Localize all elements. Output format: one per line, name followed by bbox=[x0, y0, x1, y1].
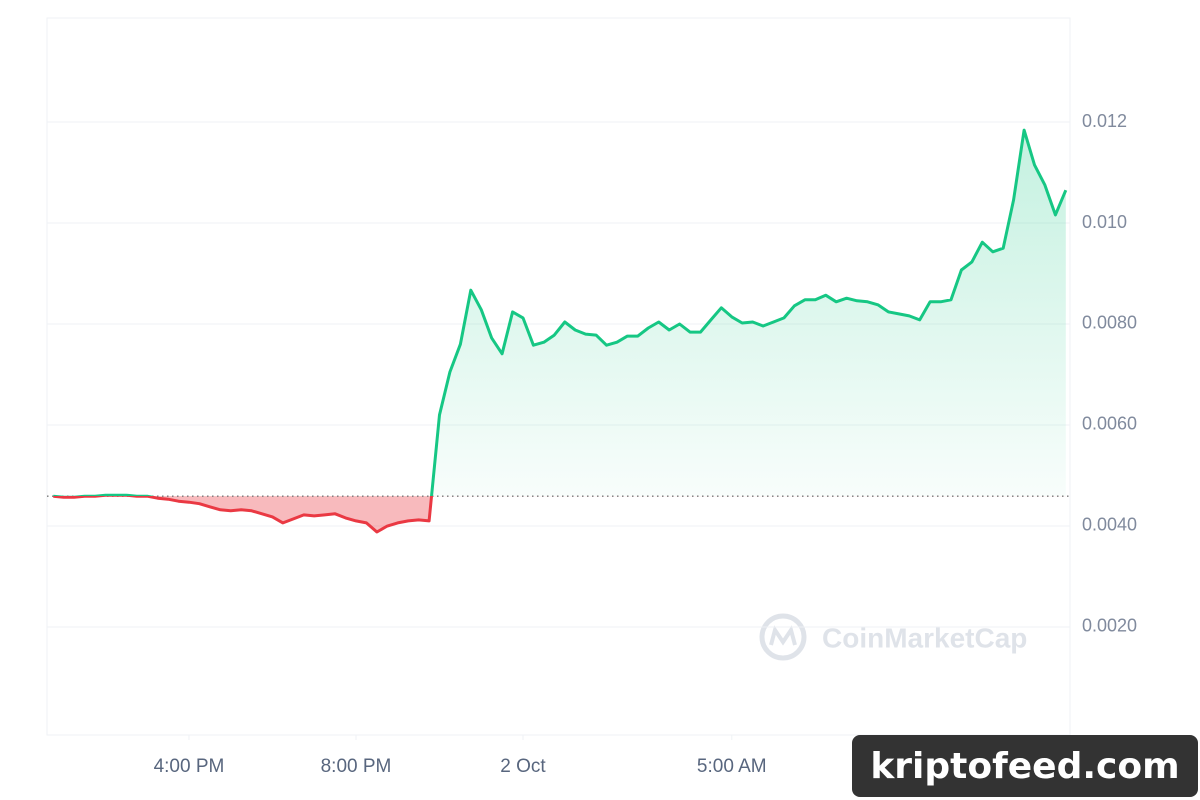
watermark: CoinMarketCap bbox=[759, 613, 1027, 661]
plot-frame bbox=[46, 17, 1071, 736]
y-tick-label: 0.012 bbox=[1082, 111, 1127, 131]
overlay-badge: kriptofeed.com bbox=[852, 735, 1198, 797]
overlay-text: kriptofeed.com bbox=[870, 745, 1180, 787]
watermark-text: CoinMarketCap bbox=[822, 622, 1027, 653]
price-line bbox=[53, 128, 1068, 534]
y-tick-label: 0.0080 bbox=[1082, 313, 1137, 333]
x-tick-label: 8:00 PM bbox=[321, 756, 392, 777]
y-tick-label: 0.0060 bbox=[1082, 414, 1137, 434]
y-tick-label: 0.0020 bbox=[1082, 616, 1137, 636]
x-tick-label: 4:00 PM bbox=[154, 756, 225, 777]
price-area bbox=[53, 130, 1066, 532]
x-tick-label: 5:00 AM bbox=[697, 756, 767, 777]
y-tick-label: 0.0040 bbox=[1082, 515, 1137, 535]
y-tick-label: 0.010 bbox=[1082, 212, 1127, 232]
x-tick-label: 2 Oct bbox=[500, 756, 546, 777]
